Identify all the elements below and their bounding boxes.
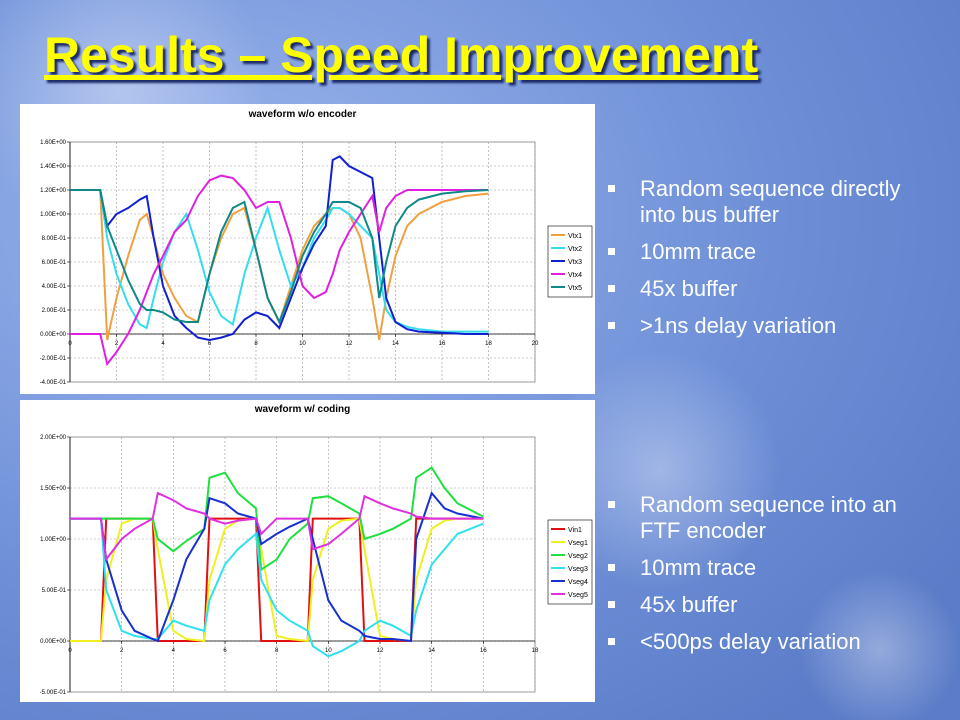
y-tick-label: 5.00E-01 — [42, 588, 67, 594]
y-tick-label: -5.00E-01 — [40, 690, 67, 696]
legend-label: Vtx5 — [568, 285, 582, 292]
legend-label: Vtx2 — [568, 246, 582, 253]
series-line — [70, 155, 489, 342]
x-tick-label: 6 — [223, 648, 227, 654]
y-tick-label: 4.00E-01 — [42, 284, 67, 290]
bullet: Random sequence directly into bus buffer — [604, 176, 934, 228]
y-tick-label: 2.00E+00 — [40, 435, 67, 441]
series-line — [70, 174, 489, 367]
legend-label: Vtx3 — [568, 259, 582, 266]
x-tick-label: 12 — [377, 648, 384, 654]
y-tick-label: 2.00E-01 — [42, 308, 67, 314]
x-tick-label: 12 — [346, 341, 353, 347]
bullet: 10mm trace — [604, 555, 934, 581]
x-tick-label: 8 — [254, 341, 258, 347]
legend-label: Vin1 — [568, 527, 582, 534]
x-tick-label: 4 — [161, 341, 165, 347]
y-tick-label: 1.40E+00 — [40, 164, 67, 170]
chart-title: waveform w/o encoder — [248, 109, 357, 120]
chart-area — [20, 400, 595, 702]
bullet-list: Random sequence directly into bus buffer… — [604, 176, 934, 350]
series-line — [70, 491, 484, 643]
slide-title: Results – Speed Improvement — [44, 27, 759, 83]
x-tick-label: 16 — [480, 648, 487, 654]
y-tick-label: -4.00E-01 — [40, 380, 67, 386]
y-tick-label: 1.20E+00 — [40, 188, 67, 194]
glow — [540, 350, 780, 590]
bullet: 45x buffer — [604, 276, 934, 302]
bullet-list: Random sequence into an FTF encoder 10mm … — [604, 492, 934, 666]
x-tick-label: 2 — [120, 648, 124, 654]
chart-title: waveform w/ coding — [254, 404, 351, 415]
legend-box — [547, 519, 593, 605]
y-tick-label: 0.00E+00 — [40, 639, 67, 645]
y-tick-label: 1.50E+00 — [40, 486, 67, 492]
y-tick-label: 6.00E-01 — [42, 260, 67, 266]
x-tick-label: 10 — [325, 648, 332, 654]
legend-label: Vseg1 — [568, 540, 588, 547]
x-tick-label: 6 — [208, 341, 212, 347]
x-tick-label: 14 — [392, 341, 399, 347]
y-tick-label: 1.00E+00 — [40, 212, 67, 218]
chart: waveform w/o encoder -4.00E-01 -2.00E-01 0.… — [20, 104, 595, 394]
legend-label: Vseg4 — [568, 579, 588, 586]
glow — [800, 570, 960, 720]
y-tick-label: -2.00E-01 — [40, 356, 67, 362]
x-tick-label: 4 — [172, 648, 176, 654]
x-tick-label: 8 — [275, 648, 279, 654]
bullet: 10mm trace — [604, 239, 934, 265]
chart-area — [20, 104, 595, 394]
y-tick-label: 8.00E-01 — [42, 236, 67, 242]
series-line — [70, 491, 484, 562]
series-line — [70, 189, 489, 333]
x-tick-label: 16 — [439, 341, 446, 347]
series-line — [70, 189, 489, 325]
chart: waveform w/ coding -5.00E-01 0.00E+00 5.00E… — [20, 400, 595, 702]
x-tick-label: 2 — [115, 341, 119, 347]
bullet: <500ps delay variation — [604, 629, 934, 655]
legend-label: Vseg2 — [568, 553, 588, 560]
y-tick-label: 1.60E+00 — [40, 140, 67, 146]
legend-label: Vseg3 — [568, 566, 588, 573]
legend-label: Vseg5 — [568, 592, 588, 599]
x-tick-label: 14 — [428, 648, 435, 654]
legend-label: Vtx1 — [568, 233, 582, 240]
bullet: Random sequence into an FTF encoder — [604, 492, 934, 544]
x-tick-label: 18 — [485, 341, 492, 347]
y-tick-label: 1.00E+00 — [40, 537, 67, 543]
x-tick-label: 10 — [299, 341, 306, 347]
bullet: 45x buffer — [604, 592, 934, 618]
legend-label: Vtx4 — [568, 272, 582, 279]
y-tick-label: 0.00E+00 — [40, 332, 67, 338]
bullet: >1ns delay variation — [604, 313, 934, 339]
